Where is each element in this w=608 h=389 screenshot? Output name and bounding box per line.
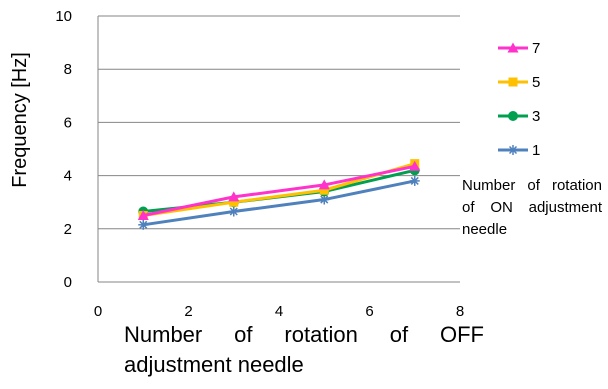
star-stroke	[229, 207, 238, 216]
series-line	[142, 164, 416, 217]
legend-title: Number of rotation of ON adjustment need…	[462, 177, 602, 238]
y-tick-label: 4	[64, 168, 72, 185]
star-stroke	[508, 145, 518, 155]
grid-lines	[98, 15, 460, 230]
legend-marker	[508, 77, 518, 87]
x-tick-labels: 0 2 4 6 8	[94, 303, 464, 320]
data-point	[229, 197, 239, 207]
y-tick-labels: 0 2 4 6 8 10	[55, 8, 72, 291]
data-point	[228, 191, 240, 202]
data-point	[409, 175, 420, 186]
star-stroke	[410, 176, 419, 185]
y-tick-label: 0	[64, 274, 72, 291]
star-stroke	[139, 220, 148, 229]
legend-label: 7	[532, 40, 540, 57]
legend: 7 5 3 1	[498, 40, 540, 159]
star-stroke	[320, 195, 329, 204]
axes	[97, 16, 460, 283]
legend-marker	[508, 111, 518, 121]
legend-marker	[508, 145, 518, 155]
legend-label: 1	[532, 142, 540, 159]
data-point	[228, 206, 239, 217]
series-group	[137, 159, 421, 230]
x-tick-label: 0	[94, 303, 102, 320]
y-axis-label: Frequency [Hz]	[9, 52, 31, 188]
series-1	[138, 175, 420, 230]
series-line	[143, 179, 416, 227]
y-tick-label: 2	[64, 221, 72, 238]
y-tick-label: 8	[64, 61, 72, 78]
data-point	[409, 160, 421, 171]
y-tick-label: 10	[55, 8, 72, 25]
legend-marker	[507, 42, 519, 53]
y-tick-label: 6	[64, 114, 72, 131]
x-tick-label: 4	[275, 303, 283, 320]
legend-item-5: 5	[498, 74, 540, 91]
x-tick-label: 8	[456, 303, 464, 320]
x-tick-label: 6	[365, 303, 373, 320]
series-7	[137, 160, 421, 220]
legend-label: 5	[532, 74, 540, 91]
legend-item-3: 3	[498, 108, 540, 125]
legend-label: 3	[532, 108, 540, 125]
legend-item-7: 7	[498, 40, 540, 57]
data-point	[137, 210, 149, 220]
x-tick-label: 2	[184, 303, 192, 320]
data-point	[138, 219, 149, 230]
x-axis-label: Number of rotation of OFF adjustment nee…	[124, 322, 484, 377]
data-point	[318, 179, 330, 190]
data-point	[319, 185, 329, 195]
legend-item-1: 1	[498, 142, 540, 159]
data-point	[319, 194, 330, 205]
